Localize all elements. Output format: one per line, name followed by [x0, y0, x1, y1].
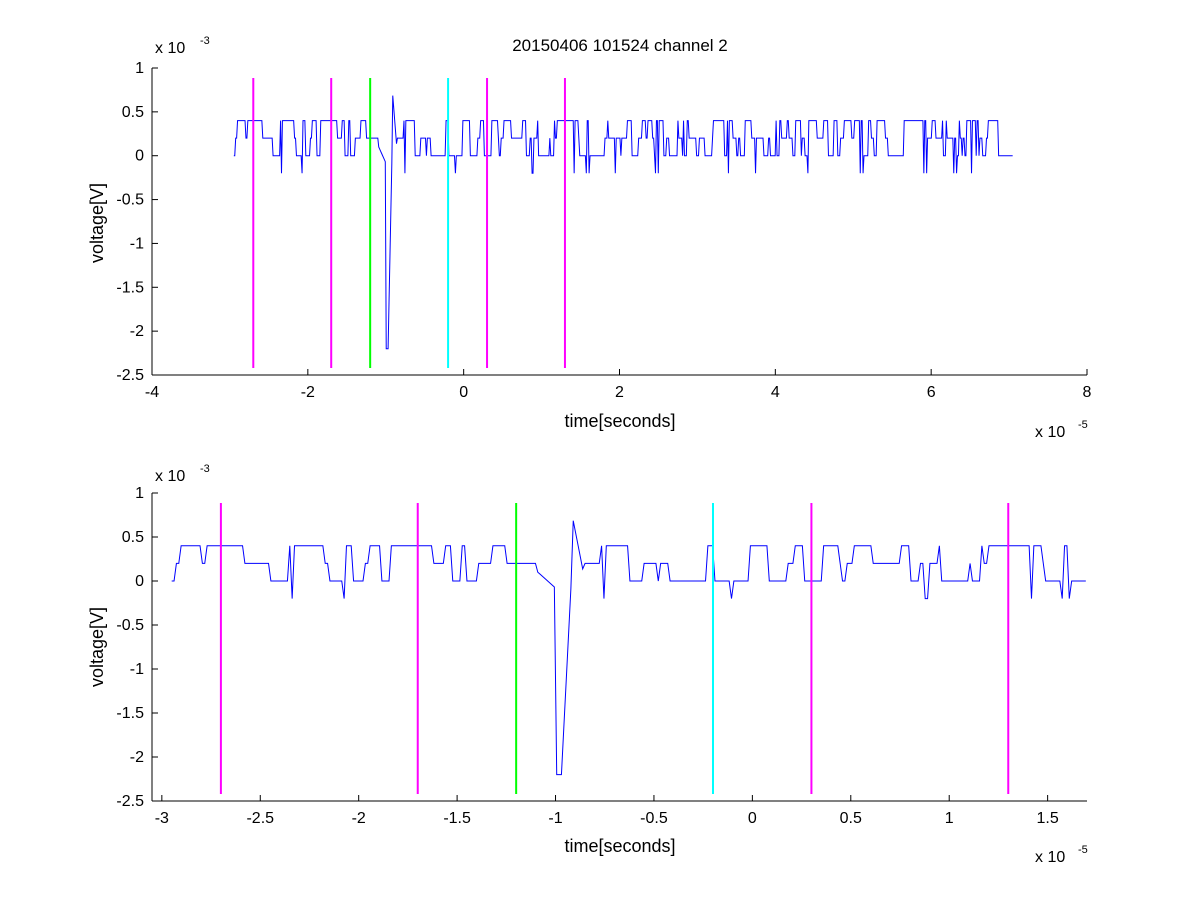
bottom-x-exponent: x 10 -5 [1035, 844, 1088, 866]
top-y-tick-label: -2 [130, 323, 144, 340]
top-x-tick-label: -2 [301, 384, 315, 401]
top-x-tick-label: -4 [145, 384, 159, 401]
bottom-x-tick-label: -1 [548, 810, 562, 827]
top-y-tick-label: -2.5 [116, 367, 144, 384]
top-y-axis-label: voltage[V] [87, 183, 107, 263]
bottom-y-tick-label: 0.5 [122, 529, 144, 546]
bottom-x-tick-label: -2 [352, 810, 366, 827]
top-x-tick-label: 2 [615, 384, 624, 401]
bottom-y-tick-label: -2 [130, 749, 144, 766]
bottom-plot: x 10 -3 voltage[V] time[seconds] x 10 -5… [87, 463, 1088, 866]
bottom-x-ticks: -3 -2.5 -2 -1.5 -1 -0.5 0 0.5 1 1.5 [155, 795, 1059, 827]
bottom-y-axis-label: voltage[V] [87, 607, 107, 687]
top-plot-title: 20150406 101524 channel 2 [512, 36, 728, 55]
bottom-y-exponent: x 10 -3 [155, 463, 210, 485]
bottom-y-ticks: -2.5 -2 -1.5 -1 -0.5 0 0.5 1 [116, 485, 158, 810]
top-x-exponent-base: x 10 [1035, 424, 1065, 441]
bottom-y-tick-label: -0.5 [116, 617, 144, 634]
bottom-signal-group [171, 520, 1086, 776]
bottom-y-tick-label: -2.5 [116, 793, 144, 810]
bottom-x-tick-label: 1 [945, 810, 954, 827]
bottom-x-exponent-power: -5 [1078, 844, 1088, 856]
bottom-x-tick-label: -0.5 [640, 810, 668, 827]
bottom-marker-lines [219, 503, 1010, 794]
top-y-tick-label: 1 [135, 60, 144, 77]
top-marker-lines [252, 78, 566, 368]
bottom-y-exponent-power: -3 [200, 463, 210, 475]
top-x-exponent: x 10 -5 [1035, 419, 1088, 441]
top-y-exponent: x 10 -3 [155, 35, 210, 57]
top-x-exponent-power: -5 [1078, 419, 1088, 431]
top-y-ticks: -2.5 -2 -1.5 -1 -0.5 0 0.5 1 [116, 60, 158, 384]
top-x-tick-label: 8 [1083, 384, 1092, 401]
top-y-tick-label: -0.5 [116, 192, 144, 209]
bottom-x-tick-label: 0 [748, 810, 757, 827]
top-y-exponent-power: -3 [200, 35, 210, 47]
bottom-y-tick-label: 1 [135, 485, 144, 502]
top-x-ticks: -4 -2 0 2 4 6 8 [145, 369, 1092, 401]
bottom-axes [151, 493, 1087, 802]
bottom-x-tick-label: -2.5 [246, 810, 274, 827]
top-plot: 20150406 101524 channel 2 x 10 -3 voltag… [87, 35, 1092, 441]
top-x-axis-label: time[seconds] [564, 411, 675, 431]
top-y-tick-label: 0.5 [122, 104, 144, 121]
bottom-y-tick-label: 0 [135, 573, 144, 590]
bottom-x-tick-label: -1.5 [443, 810, 471, 827]
top-x-tick-label: 6 [927, 384, 936, 401]
bottom-y-exponent-base: x 10 [155, 468, 185, 485]
top-signal-trace [233, 95, 1013, 350]
top-y-tick-label: 0 [135, 148, 144, 165]
top-y-tick-label: -1.5 [116, 279, 144, 296]
top-x-tick-label: 4 [771, 384, 780, 401]
bottom-x-exponent-base: x 10 [1035, 849, 1065, 866]
top-y-tick-label: -1 [130, 235, 144, 252]
top-x-tick-label: 0 [459, 384, 468, 401]
bottom-x-axis-label: time[seconds] [564, 836, 675, 856]
bottom-y-tick-label: -1.5 [116, 705, 144, 722]
bottom-x-tick-label: 0.5 [840, 810, 862, 827]
bottom-x-tick-label: -3 [155, 810, 169, 827]
top-y-exponent-base: x 10 [155, 40, 185, 57]
top-signal-group [233, 95, 1013, 350]
bottom-y-tick-label: -1 [130, 661, 144, 678]
bottom-signal-trace [171, 520, 1086, 776]
bottom-x-tick-label: 1.5 [1037, 810, 1059, 827]
